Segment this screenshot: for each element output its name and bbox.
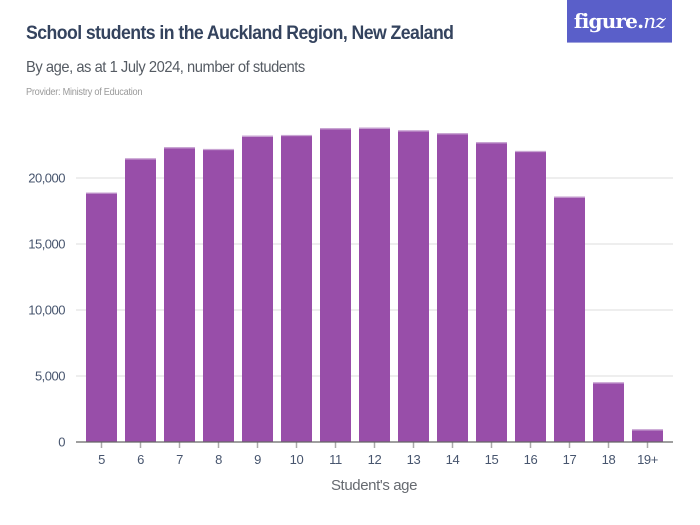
bar-rect [281, 134, 312, 442]
y-tick-label: 5,000 [35, 369, 65, 384]
x-tick-label: 14 [446, 452, 460, 467]
x-tick-label: 12 [368, 452, 382, 467]
bars [86, 127, 663, 442]
bar-top-highlight [164, 147, 195, 149]
x-tick-label: 19+ [637, 452, 658, 467]
bar-13[interactable] [398, 130, 429, 442]
bar-top-highlight [86, 192, 117, 194]
figure-nz-logo[interactable]: figure.nz [567, 0, 672, 43]
bar-18[interactable] [593, 382, 624, 442]
bar-17[interactable] [554, 196, 585, 442]
bar-rect [632, 429, 663, 442]
logo-text: figure.nz [573, 9, 666, 33]
bar-19+[interactable] [632, 429, 663, 442]
x-tick-label: 7 [176, 452, 183, 467]
bar-top-highlight [320, 128, 351, 130]
bar-rect [86, 192, 117, 442]
bar-top-highlight [632, 429, 663, 431]
x-tick-label: 6 [137, 452, 144, 467]
x-tick-label: 15 [485, 452, 499, 467]
bar-6[interactable] [125, 158, 156, 442]
x-tick-label: 16 [524, 452, 538, 467]
bar-top-highlight [437, 133, 468, 135]
x-tick-label: 17 [563, 452, 577, 467]
x-axis: 5 6 7 8 9 10 11 12 13 14 15 16 17 18 19+ [76, 441, 673, 467]
bar-11[interactable] [320, 128, 351, 442]
bar-top-highlight [281, 134, 312, 137]
bar-top-highlight [554, 196, 585, 198]
bar-10[interactable] [281, 134, 312, 442]
bar-rect [320, 128, 351, 442]
bar-rect [359, 127, 390, 442]
bar-7[interactable] [164, 147, 195, 442]
y-tick-label: 10,000 [28, 303, 65, 318]
x-tick-label: 18 [602, 452, 616, 467]
bar-top-highlight [593, 382, 624, 384]
chart-subtitle: By age, as at 1 July 2024, number of stu… [26, 59, 305, 76]
x-tick-label: 11 [329, 452, 342, 467]
bar-rect [593, 382, 624, 442]
bar-8[interactable] [203, 148, 234, 442]
bar-rect [398, 130, 429, 442]
x-tick-label: 8 [215, 452, 222, 467]
bar-rect [515, 150, 546, 442]
x-tick-label: 13 [407, 452, 421, 467]
bar-top-highlight [398, 130, 429, 132]
bar-rect [125, 158, 156, 442]
chart-title: School students in the Auckland Region, … [26, 23, 454, 44]
y-tick-label: 20,000 [28, 171, 65, 186]
bar-top-highlight [359, 127, 390, 129]
bar-rect [476, 142, 507, 442]
bar-rect [554, 196, 585, 442]
x-tick-label: 10 [290, 452, 304, 467]
x-tick-label: 9 [254, 452, 261, 467]
y-tick-label: 0 [58, 435, 65, 450]
bar-top-highlight [125, 158, 156, 160]
data-provider: Provider: Ministry of Education [26, 87, 143, 98]
bar-top-highlight [203, 148, 234, 151]
bar-14[interactable] [437, 133, 468, 442]
bar-15[interactable] [476, 142, 507, 442]
bar-16[interactable] [515, 150, 546, 442]
bar-9[interactable] [242, 135, 273, 442]
y-tick-label: 15,000 [28, 237, 65, 252]
bar-5[interactable] [86, 192, 117, 442]
bar-rect [164, 147, 195, 442]
x-axis-label: Student's age [331, 477, 417, 494]
bar-rect [203, 148, 234, 442]
bar-rect [437, 133, 468, 442]
bar-top-highlight [476, 142, 507, 144]
bar-rect [242, 135, 273, 442]
y-axis: 0 5,000 10,000 15,000 20,000 [28, 171, 66, 450]
x-tick-label: 5 [98, 452, 105, 467]
bar-top-highlight [515, 150, 546, 153]
bar-12[interactable] [359, 127, 390, 442]
bar-top-highlight [242, 135, 273, 137]
